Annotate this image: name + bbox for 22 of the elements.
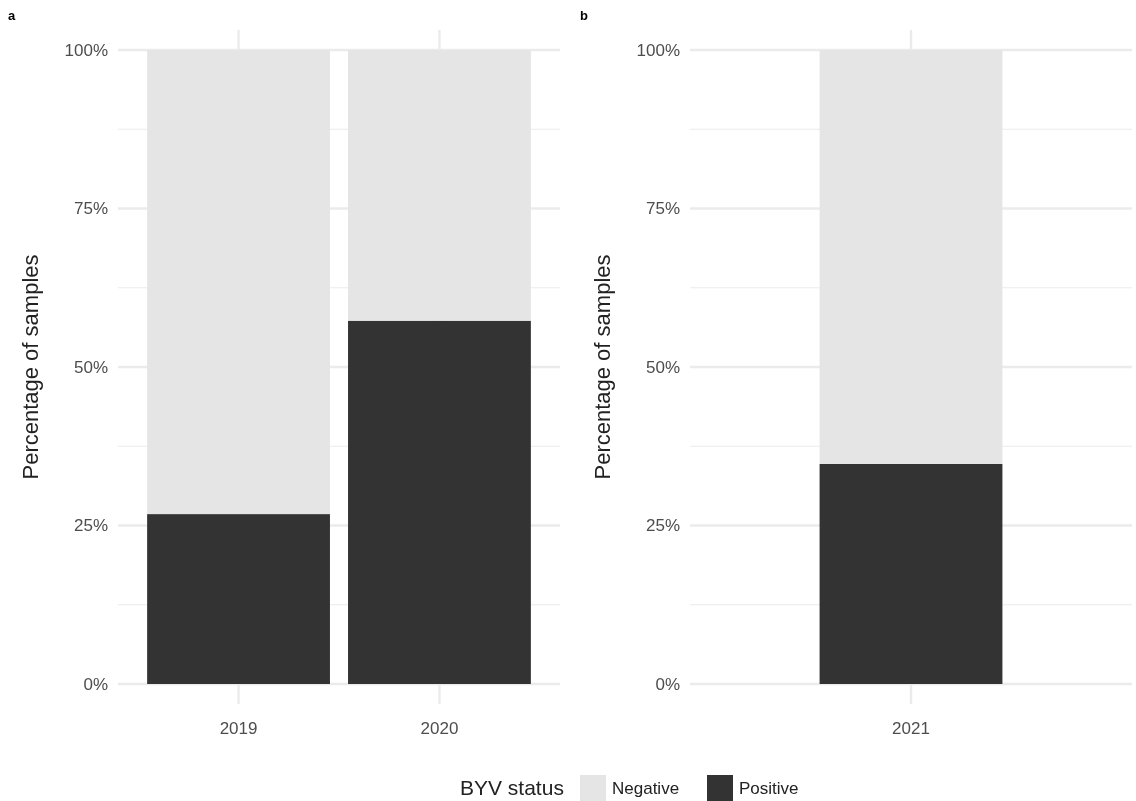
y-tick-label: 0% xyxy=(655,674,680,694)
y-tick-label: 25% xyxy=(645,516,680,536)
y-tick-label: 50% xyxy=(73,357,108,377)
text: a xyxy=(8,8,16,23)
x-tick-label: 2020 xyxy=(420,719,459,738)
y-tick-label: 100% xyxy=(636,40,680,60)
y-tick-label: 75% xyxy=(645,199,680,219)
bar xyxy=(348,320,531,684)
x-tick-label: 2019 xyxy=(219,719,258,738)
y-tick-label: 100% xyxy=(64,40,108,60)
legend-title: BYV status xyxy=(460,776,564,800)
legend-label: Negative xyxy=(612,778,680,798)
x-tick-label: 2021 xyxy=(892,719,930,738)
y-axis-title: Percentage of samples xyxy=(590,254,615,480)
y-tick-label: 50% xyxy=(645,357,680,377)
y-tick-label: 25% xyxy=(73,516,108,536)
y-axis-title: Percentage of samples xyxy=(18,254,43,480)
bar xyxy=(147,514,330,684)
y-tick-label: 0% xyxy=(83,674,108,694)
legend-label: Positive xyxy=(739,778,799,798)
y-tick-label: 75% xyxy=(73,199,108,219)
text: b xyxy=(580,8,588,23)
